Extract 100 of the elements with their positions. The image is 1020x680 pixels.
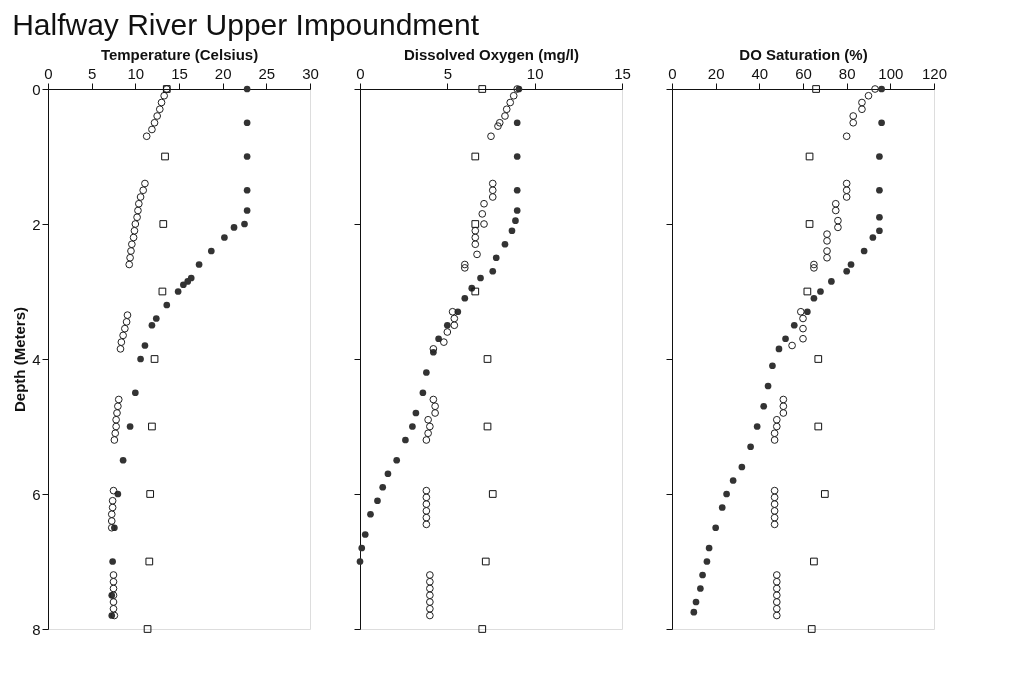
point (471, 220, 480, 228)
point (422, 520, 431, 529)
point (488, 490, 497, 498)
point (481, 557, 490, 566)
point (772, 422, 781, 431)
point (770, 507, 779, 515)
point (157, 98, 166, 107)
point (109, 577, 118, 586)
point (690, 608, 698, 616)
point (361, 531, 369, 538)
point (109, 571, 118, 579)
point (133, 213, 141, 222)
point (123, 311, 132, 319)
point (374, 497, 381, 505)
point (471, 226, 480, 235)
point (139, 186, 148, 195)
point (243, 85, 251, 93)
point (842, 186, 851, 195)
point (489, 267, 497, 275)
point (492, 254, 500, 262)
point (834, 216, 842, 225)
point (461, 294, 469, 302)
point (119, 331, 127, 340)
point (422, 500, 431, 508)
point (142, 132, 151, 141)
point (495, 118, 504, 127)
x-tick-label: 120 (921, 64, 948, 82)
point (814, 355, 823, 363)
point (478, 85, 487, 93)
y-axis-title: Depth (Meters) (11, 306, 29, 413)
x-tick-label: 5 (443, 64, 453, 82)
x-tick-label: 0 (668, 64, 677, 82)
point (512, 217, 519, 224)
x-tick-label: 5 (87, 64, 97, 82)
point (439, 338, 448, 346)
point (109, 486, 118, 495)
point (108, 503, 117, 512)
point (807, 625, 816, 633)
point (843, 267, 851, 275)
point (834, 223, 842, 232)
point (107, 510, 116, 519)
point (502, 105, 511, 114)
x-tick-label: 25 (258, 64, 276, 82)
point (849, 118, 858, 127)
point (134, 199, 143, 208)
point (110, 436, 119, 444)
point (729, 477, 737, 484)
x-tick-label: 10 (127, 64, 145, 82)
point (412, 409, 420, 417)
point (460, 260, 469, 269)
point (150, 355, 159, 363)
point (146, 490, 155, 498)
point (483, 355, 492, 363)
point (842, 193, 851, 201)
point (712, 524, 720, 532)
point (513, 153, 521, 160)
point (460, 264, 469, 272)
point (130, 226, 139, 235)
point (810, 264, 818, 272)
point (509, 91, 518, 100)
point (450, 314, 459, 323)
point (112, 415, 120, 424)
x-tick-label: 20 (707, 64, 725, 82)
point (860, 247, 868, 255)
point (506, 98, 515, 107)
point (126, 253, 134, 262)
point (113, 409, 121, 417)
point (831, 199, 840, 208)
point (136, 193, 145, 201)
y-tick-label: 6 (32, 485, 41, 503)
point (127, 240, 136, 249)
point (384, 470, 392, 478)
point (753, 423, 761, 430)
x-tick-label: 15 (614, 64, 631, 82)
point (426, 422, 434, 431)
point (243, 119, 251, 127)
point (772, 584, 781, 593)
point (471, 233, 480, 242)
point (796, 307, 805, 316)
point (134, 206, 142, 215)
y-tick-label: 8 (32, 620, 41, 638)
point (799, 324, 807, 333)
point (243, 186, 251, 194)
point (471, 240, 480, 249)
point (770, 436, 779, 444)
point (858, 105, 866, 114)
point (770, 429, 779, 438)
point (831, 206, 840, 215)
point (121, 324, 129, 333)
point (426, 577, 434, 586)
point (471, 152, 480, 161)
point (129, 233, 138, 242)
point (494, 122, 502, 130)
point (358, 544, 366, 552)
point (790, 321, 798, 329)
point (705, 544, 713, 552)
point (471, 287, 480, 296)
point (820, 490, 829, 498)
y-tick-label: 0 (32, 80, 41, 98)
point (107, 523, 116, 532)
